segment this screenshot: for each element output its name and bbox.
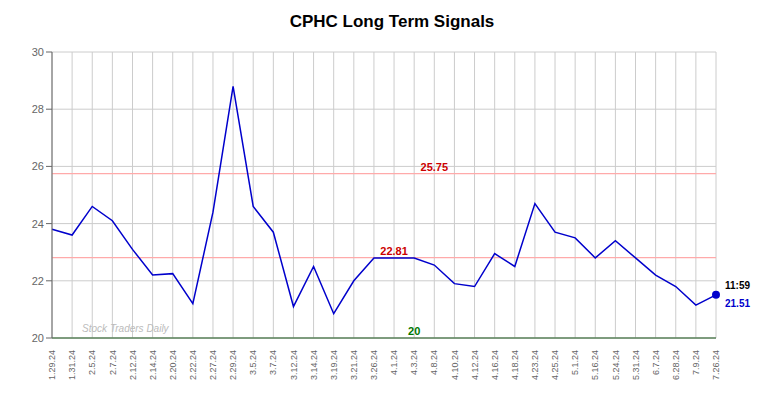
svg-text:5.1.24: 5.1.24 xyxy=(570,350,580,375)
svg-text:4.8.24: 4.8.24 xyxy=(429,350,439,375)
svg-text:2.27.24: 2.27.24 xyxy=(208,350,218,380)
svg-text:1.31.24: 1.31.24 xyxy=(67,350,77,380)
svg-text:6.28.24: 6.28.24 xyxy=(671,350,681,380)
svg-text:6.7.24: 6.7.24 xyxy=(651,350,661,375)
svg-text:3.7.24: 3.7.24 xyxy=(268,350,278,375)
html-text:CPHC Long Term Signals: CPHC Long Term Signals xyxy=(289,12,495,31)
svg-text:3.14.24: 3.14.24 xyxy=(309,350,319,380)
svg-text:20: 20 xyxy=(408,325,420,337)
svg-text:20: 20 xyxy=(32,332,44,344)
svg-text:7.26.24: 7.26.24 xyxy=(711,350,721,380)
svg-text:4.23.24: 4.23.24 xyxy=(530,350,540,380)
svg-text:30: 30 xyxy=(32,46,44,58)
svg-text:4.25.24: 4.25.24 xyxy=(550,350,560,380)
svg-text:24: 24 xyxy=(32,218,44,230)
svg-text:3.21.24: 3.21.24 xyxy=(349,350,359,380)
svg-text:22.81: 22.81 xyxy=(380,245,408,257)
svg-text:5.16.24: 5.16.24 xyxy=(590,350,600,380)
svg-text:22: 22 xyxy=(32,275,44,287)
svg-text:2.12.24: 2.12.24 xyxy=(128,350,138,380)
svg-text:2.5.24: 2.5.24 xyxy=(87,350,97,375)
svg-text:3.19.24: 3.19.24 xyxy=(329,350,339,380)
svg-text:2.20.24: 2.20.24 xyxy=(168,350,178,380)
svg-text:28: 28 xyxy=(32,103,44,115)
svg-text:5.24.24: 5.24.24 xyxy=(611,350,621,380)
svg-text:Stock Traders Daily: Stock Traders Daily xyxy=(82,323,170,334)
svg-text:26: 26 xyxy=(32,160,44,172)
svg-text:4.18.24: 4.18.24 xyxy=(510,350,520,380)
svg-text:3.26.24: 3.26.24 xyxy=(369,350,379,380)
svg-text:3.12.24: 3.12.24 xyxy=(289,350,299,380)
svg-text:4.10.24: 4.10.24 xyxy=(450,350,460,380)
svg-text:4.3.24: 4.3.24 xyxy=(409,350,419,375)
svg-text:3.5.24: 3.5.24 xyxy=(248,350,258,375)
svg-text:1.29.24: 1.29.24 xyxy=(47,350,57,380)
svg-text:21.51: 21.51 xyxy=(725,298,750,309)
svg-text:7.9.24: 7.9.24 xyxy=(691,350,701,375)
svg-text:11:59: 11:59 xyxy=(725,280,750,291)
svg-text:4.12.24: 4.12.24 xyxy=(470,350,480,380)
svg-text:2.14.24: 2.14.24 xyxy=(148,350,158,380)
svg-text:25.75: 25.75 xyxy=(421,161,449,173)
svg-text:4.1.24: 4.1.24 xyxy=(389,350,399,375)
svg-text:2.29.24: 2.29.24 xyxy=(228,350,238,380)
svg-text:2.7.24: 2.7.24 xyxy=(108,350,118,375)
svg-text:5.31.24: 5.31.24 xyxy=(631,350,641,380)
svg-text:4.16.24: 4.16.24 xyxy=(490,350,500,380)
svg-text:2.22.24: 2.22.24 xyxy=(188,350,198,380)
